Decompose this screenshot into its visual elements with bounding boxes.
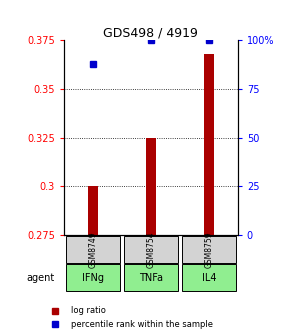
Bar [88, 186, 98, 235]
Bar [204, 54, 214, 235]
Text: percentile rank within the sample: percentile rank within the sample [71, 320, 213, 329]
Bar [124, 236, 178, 263]
Text: agent: agent [26, 272, 55, 283]
Bar [124, 264, 178, 291]
Bar [146, 138, 156, 235]
Bar [66, 264, 120, 291]
Text: GSM8749: GSM8749 [88, 231, 97, 268]
Title: GDS498 / 4919: GDS498 / 4919 [103, 26, 198, 39]
Bar [182, 236, 236, 263]
Text: log ratio: log ratio [71, 306, 106, 315]
Text: IFNg: IFNg [82, 272, 104, 283]
Text: IL4: IL4 [202, 272, 216, 283]
Text: TNFa: TNFa [139, 272, 163, 283]
Bar [182, 264, 236, 291]
Bar [66, 236, 120, 263]
Text: GSM8759: GSM8759 [204, 231, 213, 268]
Text: GSM8754: GSM8754 [146, 231, 155, 268]
